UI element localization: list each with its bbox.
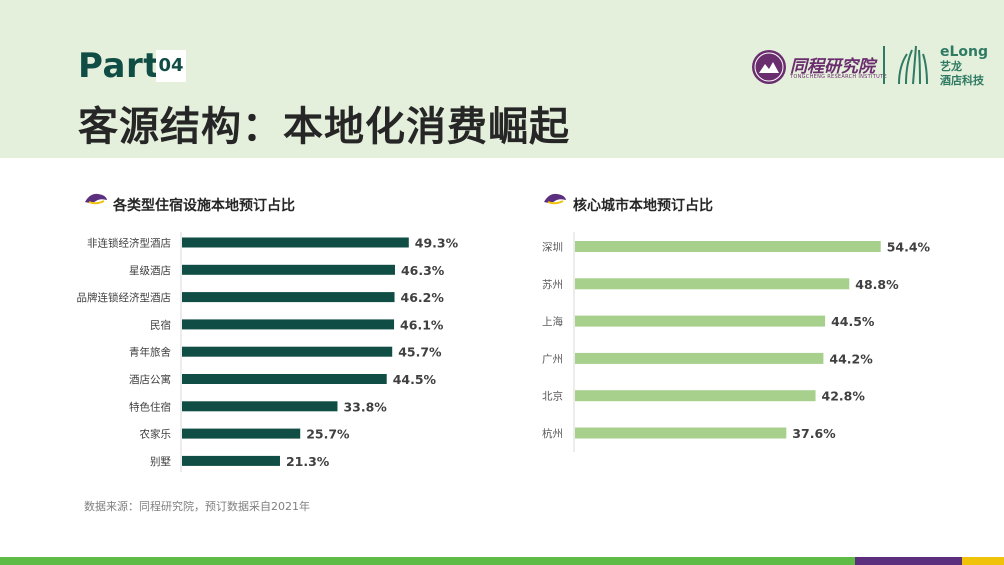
chart1-bar [182, 428, 301, 439]
chart1-category-label: 星级酒店 [129, 264, 171, 277]
chart2-bar [575, 241, 881, 252]
chart2-category-label: 广州 [542, 353, 563, 365]
footer-bar-green [0, 557, 855, 565]
chart1-value-label: 46.2% [401, 290, 445, 305]
chart1-category-label: 民宿 [150, 318, 171, 331]
chart2-value-label: 42.8% [822, 389, 866, 404]
elong-logo: eLong 艺龙 酒店科技 [895, 44, 995, 88]
logo-divider [883, 46, 885, 84]
chart1-category-label: 特色住宿 [129, 400, 171, 413]
chart1-value-label: 44.5% [393, 372, 437, 387]
chart1-bar [182, 401, 338, 412]
chart1-value-label: 46.1% [400, 317, 444, 332]
chart2-bar [575, 390, 816, 402]
chart1-value-label: 21.3% [286, 454, 330, 469]
chart1-value-label: 25.7% [306, 427, 350, 442]
chart1-value-label: 49.3% [415, 236, 459, 251]
chart1-title: 各类型住宿设施本地预订占比 [113, 198, 295, 214]
chart1-category-label: 品牌连锁经济型酒店 [77, 291, 172, 304]
chart1-value-label: 46.3% [401, 263, 445, 278]
chart2-category-label: 苏州 [542, 278, 563, 291]
chart1-bar [182, 319, 395, 330]
chart2-bar [575, 427, 787, 439]
chart1-value-label: 33.8% [343, 399, 387, 414]
elong-brand-text: eLong [940, 44, 989, 60]
chart1-category-label: 非连锁经济型酒店 [87, 237, 171, 250]
chart1-category-label: 农家乐 [140, 428, 172, 441]
chart1-bar [182, 346, 393, 357]
chart1-bar [182, 292, 395, 303]
chart2-value-label: 44.5% [831, 314, 875, 329]
elong-line1: 艺龙 [940, 60, 962, 73]
chart2-bar [575, 315, 826, 327]
chart1-title-icon [85, 193, 107, 205]
tongcheng-logo: 同程研究院 TONGCHENG RESEARCH INSTITUTE [752, 50, 887, 86]
data-source-note: 数据来源：同程研究院，预订数据采自2021年 [84, 500, 310, 513]
chart1-category-label: 青年旅舍 [129, 346, 171, 359]
chart2-value-label: 48.8% [855, 277, 899, 292]
chart2-value-label: 37.6% [792, 426, 836, 441]
chart2-title: 核心城市本地预订占比 [573, 198, 713, 214]
chart1-bar [182, 455, 280, 466]
tongcheng-emblem-icon [752, 50, 786, 84]
chart1-category-label: 别墅 [150, 456, 171, 468]
chart2-bar [575, 352, 824, 364]
chart1-bar [182, 374, 387, 384]
chart2-category-label: 北京 [542, 390, 563, 403]
chart2-category-label: 上海 [542, 315, 563, 328]
chart2-title-icon [544, 193, 566, 205]
chart2-category-label: 深圳 [542, 242, 563, 254]
chart2-bar [575, 278, 850, 290]
page-title: 客源结构：本地化消费崛起 [78, 104, 570, 150]
chart2-value-label: 44.2% [829, 351, 873, 366]
elong-line2: 酒店科技 [940, 74, 984, 87]
chart1-bar [182, 237, 409, 248]
chart1-category-label: 酒店公寓 [129, 373, 171, 386]
tongcheng-logo-text: 同程研究院 [790, 57, 875, 77]
part-label: Part [78, 46, 160, 86]
part-number: 04 [156, 50, 186, 82]
chart1-value-label: 45.7% [398, 345, 442, 360]
footer-bar-purple [855, 557, 962, 565]
tongcheng-logo-subtext: TONGCHENG RESEARCH INSTITUTE [790, 74, 887, 80]
footer-bar-yellow [962, 557, 1004, 565]
chart2-category-label: 杭州 [542, 427, 563, 440]
elong-emblem-icon [898, 45, 928, 85]
chart1-bar [182, 264, 395, 275]
chart2-value-label: 54.4% [887, 240, 931, 255]
